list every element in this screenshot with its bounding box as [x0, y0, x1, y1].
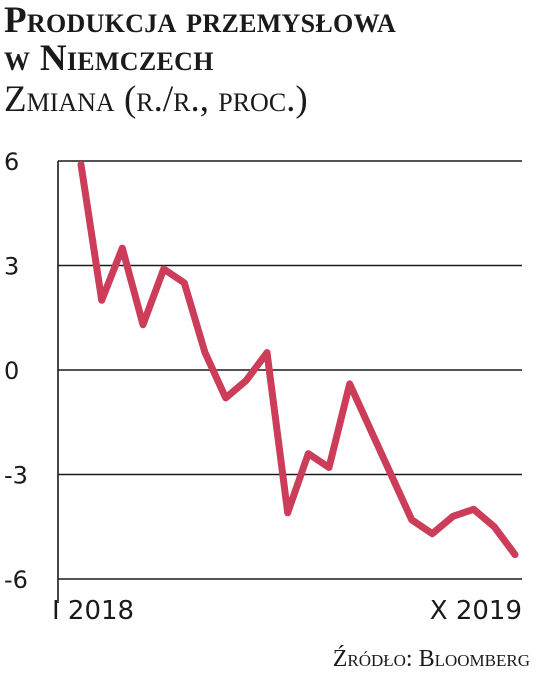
data-point-20: [491, 523, 498, 530]
chart-title: Produkcja przemysłowa w Niemczech: [4, 2, 396, 78]
data-point-19: [470, 506, 477, 513]
data-point-3: [140, 321, 147, 328]
data-point-10: [284, 509, 291, 516]
data-point-4: [160, 265, 167, 272]
chart-subtitle: Zmiana (r./r., proc.): [4, 79, 308, 120]
data-point-6: [202, 349, 209, 356]
x-tick-label-last: X 2019: [430, 596, 522, 626]
y-tick-label-0: 6: [4, 148, 19, 176]
data-point-12: [326, 464, 333, 471]
data-point-17: [429, 530, 436, 537]
data-point-2: [119, 245, 126, 252]
data-point-1: [98, 297, 105, 304]
chart-title-line-2: w Niemczech: [4, 38, 214, 79]
data-point-8: [243, 377, 250, 384]
data-point-11: [305, 450, 312, 457]
data-point-7: [222, 394, 229, 401]
grid-layer: [58, 160, 522, 580]
y-tick-label-1: 3: [4, 253, 19, 281]
series-layer: [77, 161, 519, 559]
chart-title-line-1: Produkcja przemysłowa: [4, 0, 397, 41]
y-tick-label-3: -3: [4, 462, 28, 490]
series-line-0: [77, 161, 519, 559]
source-note: Źródło: Bloomberg: [332, 646, 530, 672]
y-tick-label-4: -6: [4, 566, 28, 594]
data-point-5: [181, 279, 188, 286]
y-tick-label-2: 0: [4, 357, 19, 385]
data-point-21: [512, 551, 519, 558]
data-point-18: [450, 513, 457, 520]
data-point-0: [78, 161, 85, 168]
line-chart: 6 3 0 -3 -6 I 2018 X 2019: [4, 148, 522, 626]
data-point-16: [408, 516, 415, 523]
data-point-9: [264, 349, 271, 356]
data-point-13: [346, 380, 353, 387]
label-layer: 6 3 0 -3 -6 I 2018 X 2019: [4, 148, 522, 626]
x-tick-label-first: I 2018: [52, 596, 134, 626]
data-point-14: [367, 426, 374, 433]
data-point-15: [388, 471, 395, 478]
